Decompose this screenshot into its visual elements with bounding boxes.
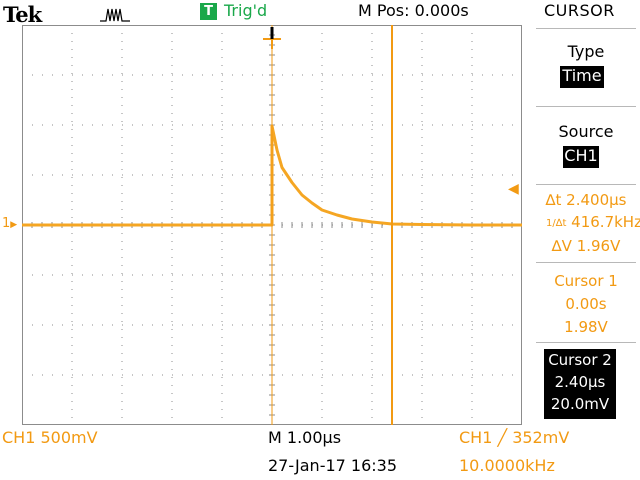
main-position-readout: M Pos: 0.000s — [358, 1, 469, 20]
trace-point — [71, 224, 73, 226]
trace-point — [471, 224, 473, 226]
cursor2-label: Cursor 2 — [548, 351, 612, 369]
trace-point — [221, 224, 223, 226]
trace-point — [281, 167, 283, 168]
delta-t-readout: ∆t 2.400µs — [545, 191, 627, 209]
trace-point — [301, 194, 303, 196]
trigger-frequency: 10.0000kHz — [459, 456, 555, 475]
ch1-scale: CH1 500mV — [2, 428, 98, 447]
cursor1-label[interactable]: Cursor 1 — [554, 272, 618, 290]
trigger-status: Trig'd — [224, 1, 268, 20]
trigger-level-arrow[interactable]: ◀ — [508, 180, 519, 196]
trace-point — [321, 209, 323, 211]
cursor2-volts: 20.0mV — [550, 395, 610, 413]
trace-point — [121, 224, 123, 226]
trace-point — [351, 218, 353, 220]
trace-point — [421, 224, 423, 225]
pulse-run-icon — [100, 8, 130, 22]
source-label: Source — [558, 122, 614, 141]
ch1-ground-marker[interactable]: 1▶ — [2, 216, 18, 231]
menu-divider — [536, 106, 636, 107]
menu-divider — [536, 262, 636, 263]
brand-logo: Tek — [3, 2, 42, 27]
type-label: Type — [567, 42, 605, 61]
trace-point — [521, 224, 522, 226]
trigger-badge: T — [200, 3, 217, 20]
trigger-position-tick — [270, 27, 274, 39]
inverse-frequency-readout: 1/∆t 416.7kHz — [546, 213, 640, 231]
cursor2-time: 2.40µs — [554, 373, 606, 391]
cursor1-volts: 1.98V — [564, 318, 608, 336]
trace-point — [22, 224, 23, 226]
type-value-button[interactable]: Time — [560, 66, 604, 88]
trace-point — [171, 224, 173, 226]
source-value-button[interactable]: CH1 — [563, 146, 599, 168]
inverse-delta-icon: 1/∆t — [546, 218, 567, 229]
timebase: M 1.00µs — [268, 428, 342, 447]
menu-divider — [536, 342, 636, 343]
menu-divider — [536, 184, 636, 185]
trace-point — [371, 221, 373, 223]
trace-point — [291, 182, 293, 183]
trigger-readout: CH1 ╱ 352mV — [459, 428, 570, 447]
menu-title: CURSOR — [544, 1, 615, 20]
menu-divider — [536, 28, 636, 29]
cursor2-button[interactable]: Cursor 2 2.40µs 20.0mV — [544, 349, 616, 419]
cursor1-time: 0.00s — [565, 295, 607, 313]
trace-point — [311, 202, 313, 204]
trace-line — [22, 124, 522, 227]
waveform-display[interactable] — [22, 25, 522, 425]
date-time: 27-Jan-17 16:35 — [268, 456, 398, 475]
trace-point — [276, 149, 278, 151]
delta-v-readout: ∆V 1.96V — [551, 237, 621, 255]
trace-point — [336, 214, 338, 216]
